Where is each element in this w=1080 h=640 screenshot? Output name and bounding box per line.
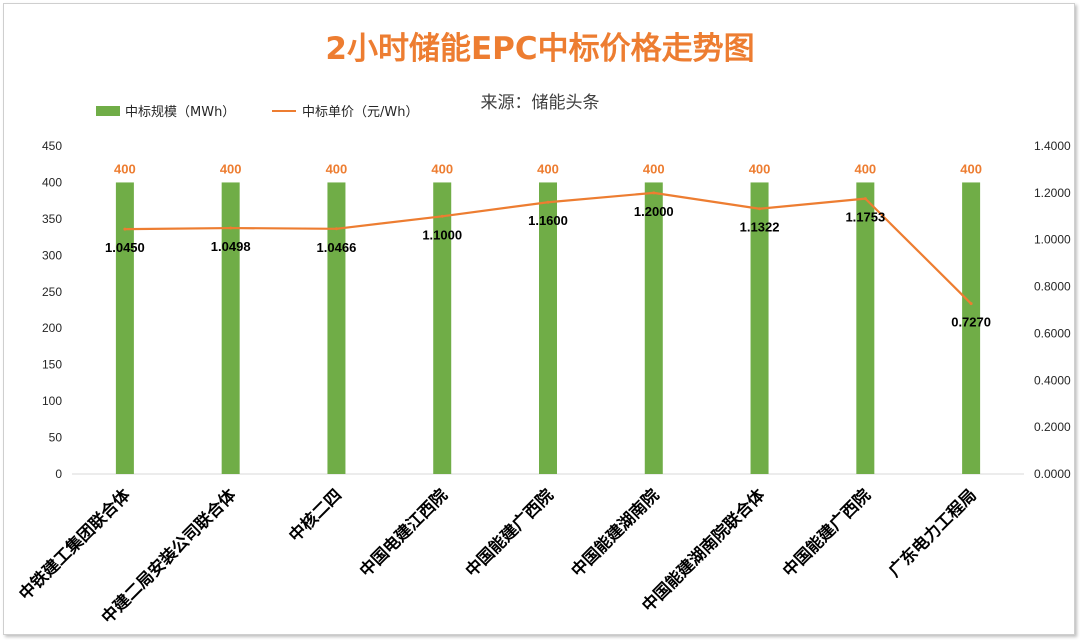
line-point bbox=[652, 191, 656, 195]
bar bbox=[539, 182, 557, 474]
line-point bbox=[969, 302, 973, 306]
line-point bbox=[863, 197, 867, 201]
y-left-tick-label: 200 bbox=[42, 321, 62, 335]
chart-canvas: 2小时储能EPC中标价格走势图 来源：储能头条 中标规模（MWh） 中标单价（元… bbox=[15, 31, 1071, 627]
bar-value-label: 400 bbox=[220, 161, 242, 176]
bar-value-label: 400 bbox=[749, 161, 771, 176]
y-right-tick-label: 1.0000 bbox=[1034, 233, 1071, 247]
line-value-label: 1.1600 bbox=[528, 213, 568, 228]
category-label: 中国能建广西院 bbox=[461, 484, 557, 580]
y-left-tick-label: 100 bbox=[42, 394, 62, 408]
bar-value-label: 400 bbox=[854, 161, 876, 176]
y-right-tick-label: 1.2000 bbox=[1034, 186, 1071, 200]
line-value-label: 1.0498 bbox=[211, 239, 251, 254]
chart-frame: 2小时储能EPC中标价格走势图 来源：储能头条 中标规模（MWh） 中标单价（元… bbox=[3, 3, 1075, 635]
category-label: 中核二四 bbox=[284, 485, 345, 546]
line-value-label: 1.1753 bbox=[845, 210, 885, 225]
y-left-tick-label: 300 bbox=[42, 248, 62, 262]
bar-value-label: 400 bbox=[643, 161, 665, 176]
y-left-tick-label: 450 bbox=[42, 139, 62, 153]
y-right-tick-label: 0.6000 bbox=[1034, 326, 1071, 340]
y-right-tick-label: 0.8000 bbox=[1034, 280, 1071, 294]
y-right-tick-label: 0.4000 bbox=[1034, 373, 1071, 387]
y-right-tick-label: 1.4000 bbox=[1034, 139, 1071, 153]
bar bbox=[327, 182, 346, 474]
line-data-labels: 1.0450 1.0498 1.0466 1.1000 1.1600 1.2000 1.13… bbox=[105, 204, 991, 330]
line-value-label: 1.1322 bbox=[740, 220, 780, 235]
legend-label-bar: 中标规模（MWh） bbox=[125, 105, 235, 120]
line-point bbox=[440, 214, 444, 218]
bar bbox=[433, 182, 452, 474]
y-left-tick-label: 150 bbox=[42, 358, 62, 372]
bar bbox=[644, 182, 663, 474]
bar-data-labels: 400 400 400 400 400 400 400 400 400 bbox=[114, 161, 982, 176]
y-right-tick-label: 0.0000 bbox=[1034, 467, 1071, 481]
line-point bbox=[123, 227, 127, 231]
bar bbox=[115, 182, 134, 474]
y-axis-right: 0.0000 0.2000 0.4000 0.6000 0.8000 1.0000 1.20… bbox=[1034, 139, 1071, 481]
line-series bbox=[123, 191, 973, 306]
line-point bbox=[758, 207, 762, 211]
line-value-label: 1.2000 bbox=[634, 204, 674, 219]
chart-title: 2小时储能EPC中标价格走势图 bbox=[325, 31, 754, 67]
category-label: 中国能建湖南院 bbox=[567, 484, 663, 580]
line-value-label: 1.1000 bbox=[422, 227, 462, 242]
bar bbox=[856, 182, 875, 474]
bar-series bbox=[115, 182, 981, 474]
line-point bbox=[229, 226, 233, 230]
line-point bbox=[546, 200, 550, 204]
bar bbox=[962, 182, 981, 474]
line-value-label: 1.0450 bbox=[105, 240, 145, 255]
legend: 中标规模（MWh） 中标单价（元/Wh） bbox=[96, 105, 418, 120]
y-left-tick-label: 50 bbox=[49, 431, 63, 445]
line-point bbox=[334, 227, 338, 231]
category-label: 中国能建广西院 bbox=[778, 484, 874, 580]
bar-value-label: 400 bbox=[537, 161, 559, 176]
legend-label-line: 中标单价（元/Wh） bbox=[302, 105, 418, 120]
category-label: 中国电建江西院 bbox=[355, 484, 451, 580]
bar-value-label: 400 bbox=[326, 161, 348, 176]
y-axis-left: 0 50 100 150 200 250 300 350 400 450 bbox=[42, 139, 62, 481]
bar-value-label: 400 bbox=[960, 161, 982, 176]
legend-swatch-bar bbox=[96, 106, 120, 116]
bar-value-label: 400 bbox=[114, 161, 136, 176]
y-left-tick-label: 0 bbox=[55, 467, 62, 481]
line-value-label: 1.0466 bbox=[317, 240, 357, 255]
category-label: 中铁建工集团联合体 bbox=[15, 484, 135, 604]
y-right-tick-label: 0.2000 bbox=[1034, 420, 1071, 434]
y-left-tick-label: 250 bbox=[42, 285, 62, 299]
y-left-tick-label: 400 bbox=[42, 175, 62, 189]
bar bbox=[221, 182, 240, 474]
chart-subtitle: 来源：储能头条 bbox=[481, 93, 600, 113]
category-label: 广东电力工程局 bbox=[884, 485, 980, 581]
y-left-tick-label: 350 bbox=[42, 212, 62, 226]
bar bbox=[750, 182, 769, 474]
line-value-label: 0.7270 bbox=[951, 315, 991, 330]
bar-value-label: 400 bbox=[431, 161, 453, 176]
